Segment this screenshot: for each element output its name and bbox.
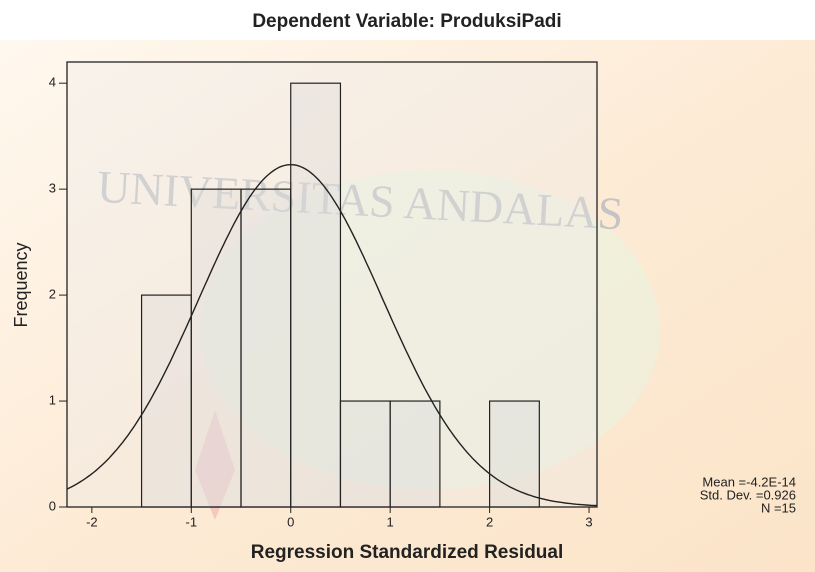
- bar: [389, 400, 441, 508]
- y-tick-label: 3: [49, 181, 56, 196]
- stats-label: Std. Dev. =0.926: [700, 487, 796, 502]
- bar: [240, 188, 292, 508]
- y-tick-label: 4: [49, 75, 56, 90]
- x-tick-label: 3: [585, 514, 592, 529]
- x-axis-label: Regression Standardized Residual: [251, 542, 564, 563]
- bar: [339, 400, 391, 508]
- chart-title: Dependent Variable: ProduksiPadi: [252, 11, 561, 32]
- y-tick-label: 2: [49, 287, 56, 302]
- plot-area: [66, 61, 598, 508]
- logo-shape: [200, 170, 660, 490]
- x-tick-label: -1: [186, 514, 198, 529]
- bar: [290, 82, 342, 508]
- x-tick-label: -2: [86, 514, 98, 529]
- x-tick-label: 2: [486, 514, 493, 529]
- bar: [489, 400, 540, 508]
- stats-label: Mean =-4.2E-14: [702, 474, 796, 489]
- stats-label: N =15: [761, 500, 796, 515]
- logo-shape: [195, 410, 235, 520]
- bar: [190, 188, 242, 508]
- y-axis-label: Frequency: [11, 242, 31, 327]
- x-tick-label: 1: [387, 514, 394, 529]
- normal-curve: [66, 164, 598, 507]
- x-tick-label: 0: [287, 514, 294, 529]
- y-tick-label: 1: [49, 392, 56, 407]
- y-tick-label: 0: [49, 498, 56, 513]
